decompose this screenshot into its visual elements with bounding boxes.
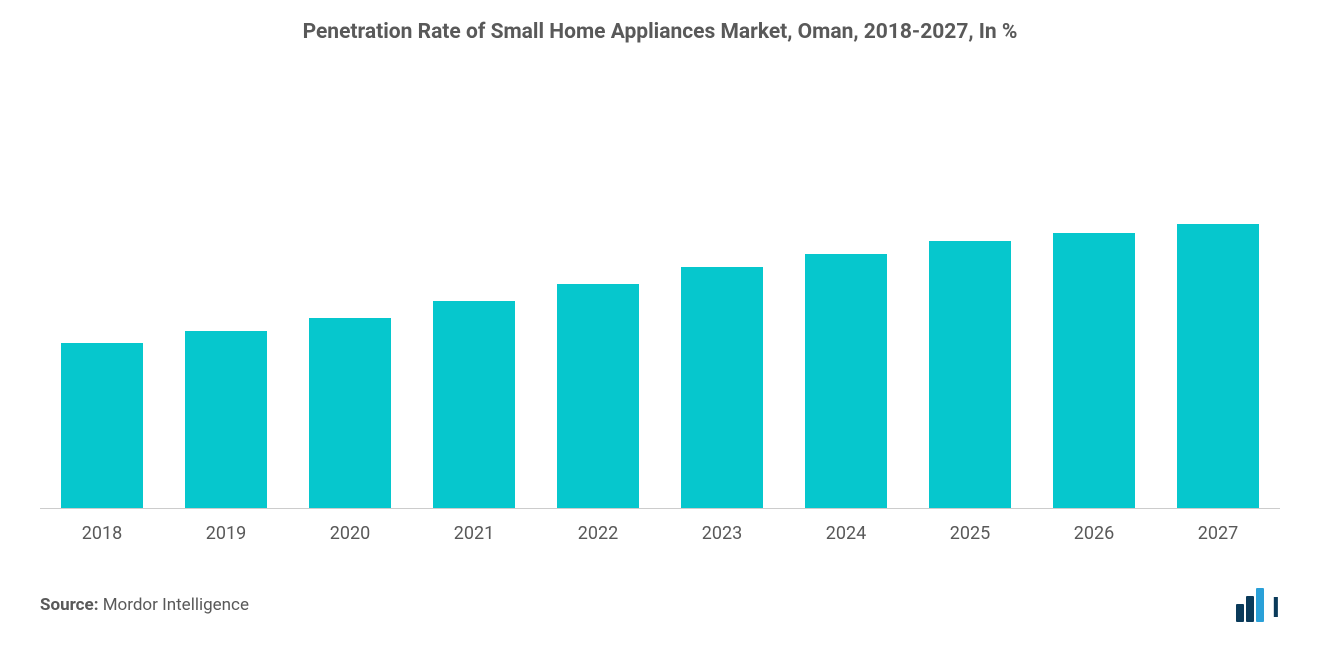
x-axis-label: 2027: [1156, 523, 1280, 544]
source-label: Source:: [40, 595, 98, 615]
bar-2024: [805, 254, 887, 509]
plot-area: [40, 84, 1280, 509]
logo-bar-icon: [1256, 588, 1264, 622]
x-axis-label: 2025: [908, 523, 1032, 544]
bar-2026: [1053, 233, 1135, 509]
bar-slot: [784, 84, 908, 509]
bar-slot: [1032, 84, 1156, 509]
chart-container: Penetration Rate of Small Home Appliance…: [0, 0, 1320, 665]
source-attribution: Source: Mordor Intelligence: [40, 595, 249, 615]
logo-bar-icon: [1246, 596, 1254, 622]
bar-slot: [908, 84, 1032, 509]
x-axis-label: 2022: [536, 523, 660, 544]
bar-2021: [433, 301, 515, 509]
x-axis-label: 2019: [164, 523, 288, 544]
chart-title: Penetration Rate of Small Home Appliance…: [40, 20, 1280, 44]
logo-text: I: [1272, 594, 1280, 622]
bar-slot: [412, 84, 536, 509]
bar-2020: [309, 318, 391, 509]
x-axis-label: 2023: [660, 523, 784, 544]
x-axis-label: 2020: [288, 523, 412, 544]
x-axis-label: 2026: [1032, 523, 1156, 544]
bar-2022: [557, 284, 639, 509]
x-axis-labels: 2018201920202021202220232024202520262027: [40, 523, 1280, 544]
bar-slot: [536, 84, 660, 509]
x-axis-label: 2021: [412, 523, 536, 544]
x-axis-baseline: [40, 508, 1280, 509]
bar-2023: [681, 267, 763, 509]
bar-2025: [929, 241, 1011, 509]
x-axis-label: 2024: [784, 523, 908, 544]
bar-slot: [1156, 84, 1280, 509]
source-value: Mordor Intelligence: [103, 595, 249, 615]
bar-2027: [1177, 224, 1259, 509]
bar-2019: [185, 331, 267, 510]
footer-row: Source: Mordor Intelligence I: [40, 588, 1280, 622]
brand-logo: I: [1236, 588, 1280, 622]
bar-slot: [164, 84, 288, 509]
logo-bar-icon: [1236, 604, 1244, 622]
bar-slot: [288, 84, 412, 509]
bar-slot: [660, 84, 784, 509]
bar-slot: [40, 84, 164, 509]
bar-2018: [61, 343, 143, 509]
bars-row: [40, 84, 1280, 509]
x-axis-label: 2018: [40, 523, 164, 544]
